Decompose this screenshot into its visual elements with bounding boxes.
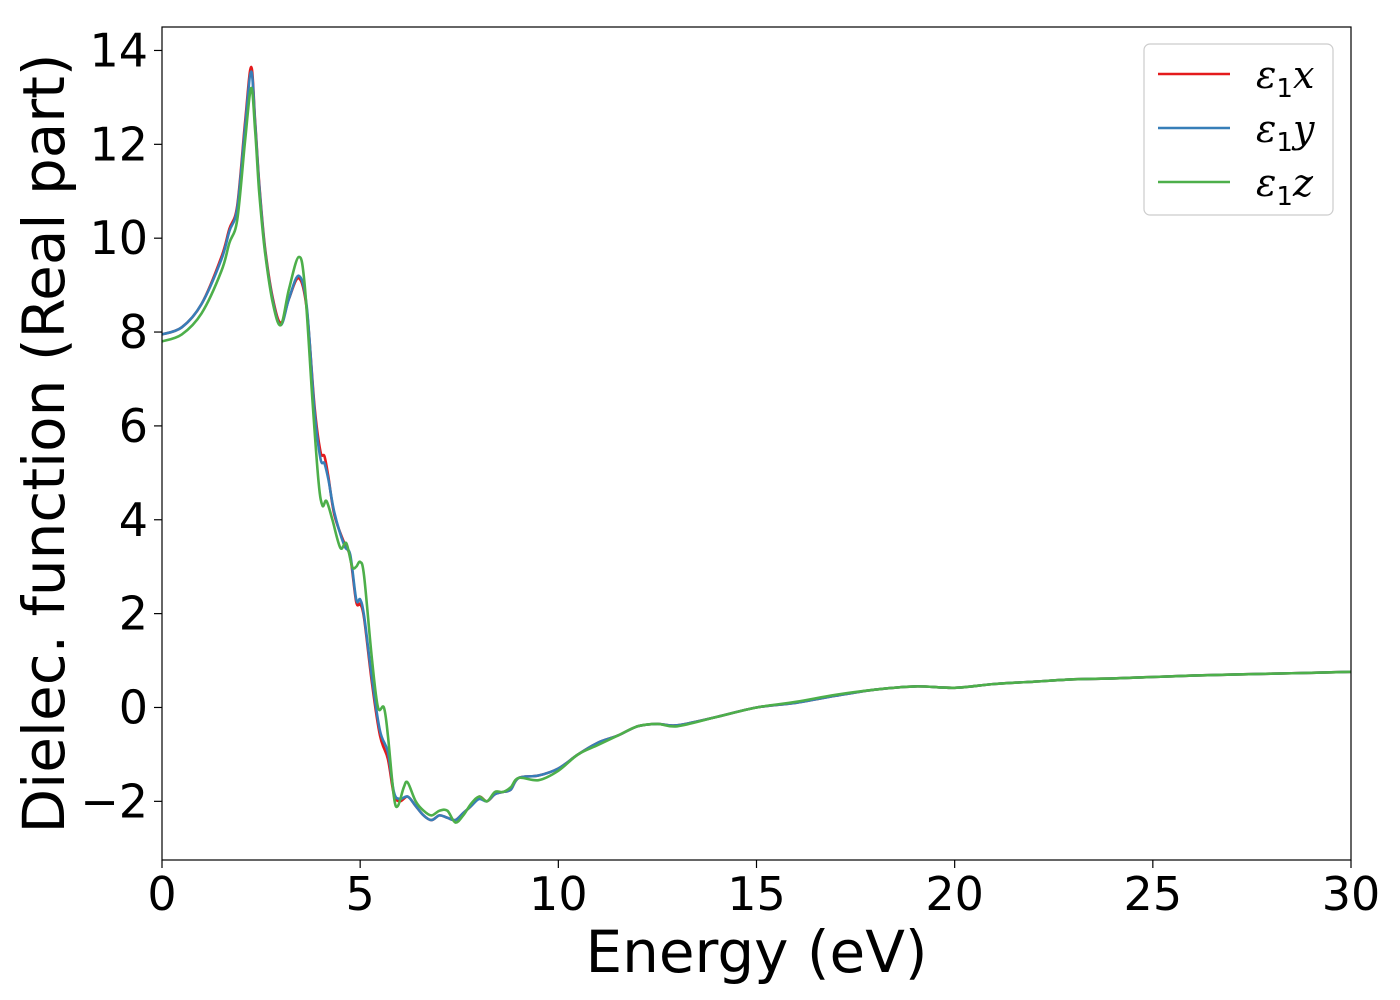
series-layer bbox=[162, 65, 1351, 824]
x-tick-label: 25 bbox=[1124, 867, 1183, 921]
y-axis: −2 0 2 4 6 8 10 12 14 bbox=[80, 23, 162, 828]
y-tick-label: 10 bbox=[89, 211, 148, 265]
x-tick-label: 15 bbox=[727, 867, 786, 921]
y-tick-label: 14 bbox=[89, 23, 148, 77]
x-axis-label: Energy (eV) bbox=[585, 918, 927, 986]
y-tick-label: 8 bbox=[119, 305, 148, 359]
y-tick-label: −2 bbox=[80, 774, 148, 828]
y-tick-label: 0 bbox=[119, 680, 148, 734]
y-tick-label: 4 bbox=[119, 493, 148, 547]
legend-box bbox=[1143, 43, 1334, 216]
y-tick-label: 6 bbox=[119, 399, 148, 453]
x-tick-label: 0 bbox=[147, 867, 176, 921]
legend-label-y: ε1y bbox=[1256, 107, 1315, 158]
x-tick-label: 5 bbox=[346, 867, 375, 921]
y-tick-label: 12 bbox=[89, 117, 148, 171]
x-tick-label: 30 bbox=[1322, 867, 1381, 921]
legend-label-z: ε1z bbox=[1256, 161, 1314, 212]
plot-area bbox=[161, 26, 1352, 861]
x-tick-label: 20 bbox=[925, 867, 984, 921]
y-axis-label: Dielec. function (Real part) bbox=[10, 53, 78, 833]
series-line-z bbox=[162, 86, 1351, 824]
x-tick-label: 10 bbox=[529, 867, 588, 921]
y-tick-label: 2 bbox=[119, 587, 148, 641]
legend-label-x: ε1x bbox=[1256, 53, 1314, 104]
x-axis: 0 5 10 15 20 25 30 bbox=[147, 860, 1380, 921]
